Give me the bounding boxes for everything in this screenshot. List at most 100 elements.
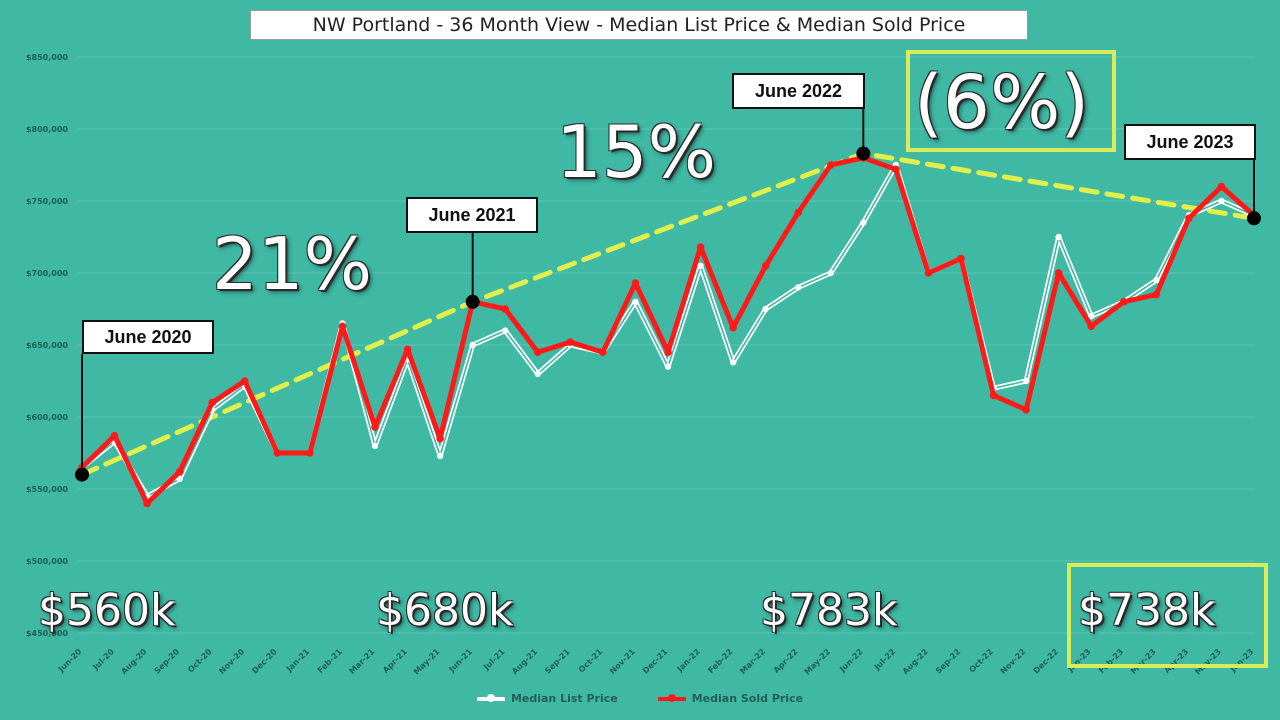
legend-swatch-sold: [657, 693, 686, 702]
legend-label-sold: Median Sold Price: [691, 692, 804, 705]
x-tick-label: Oct-22: [968, 647, 995, 674]
pct-change-2023: (6%): [914, 60, 1090, 146]
x-tick-label: Aug-21: [510, 647, 539, 676]
sold-price-point: [338, 322, 347, 331]
pct-change-2021: 21%: [212, 222, 373, 306]
sold-price-point: [696, 243, 705, 251]
x-tick-label: Aug-22: [901, 647, 930, 676]
x-tick-label: Oct-20: [186, 647, 214, 675]
y-tick-label: $750,000: [26, 197, 68, 206]
list-price-point: [632, 298, 639, 305]
x-tick-label: Jun-20: [56, 647, 84, 675]
x-tick-label: Jul-21: [481, 647, 507, 673]
list-price-point: [1022, 377, 1030, 385]
x-tick-label: Mar-22: [738, 647, 767, 676]
sold-price-point: [143, 499, 151, 508]
list-price-point: [436, 452, 444, 460]
legend-item-list-price: Median List Price: [476, 692, 618, 705]
series-line-list-price: [80, 162, 1256, 499]
x-tick-label: Dec-21: [641, 647, 670, 676]
trend-point-marker: [856, 146, 871, 161]
callout-june-2023: June 2023: [1124, 124, 1256, 160]
sold-price-point: [175, 467, 184, 476]
sold-price-point: [1087, 322, 1096, 331]
list-price-point: [1088, 313, 1095, 320]
sold-price-point: [1119, 298, 1128, 306]
y-tick-label: $700,000: [26, 269, 68, 278]
x-tick-label: Sep-20: [153, 647, 182, 676]
series-group: [78, 154, 1258, 508]
list-price-point: [502, 327, 509, 334]
x-tick-label: Aug-20: [119, 647, 148, 676]
x-tick-label: Feb-22: [706, 647, 734, 675]
sold-price-point: [1054, 269, 1063, 277]
x-tick-label: Jun-22: [837, 647, 864, 674]
sold-price-point: [664, 348, 672, 357]
x-tick-label: Sep-21: [543, 647, 572, 676]
callout-june-2022: June 2022: [732, 73, 865, 109]
pct-change-2022: 15%: [556, 110, 717, 194]
list-price-point: [534, 370, 541, 377]
callout-leaders: [81, 109, 1255, 475]
sold-price-point: [794, 208, 803, 217]
x-tick-label: Jan-21: [284, 647, 312, 675]
sold-price-point: [501, 305, 510, 313]
highlight-box-pct: [906, 50, 1116, 152]
y-tick-label: $600,000: [26, 413, 68, 422]
list-price-point: [469, 341, 476, 349]
y-tick-label: $650,000: [26, 341, 68, 350]
sold-price-point: [110, 431, 119, 440]
series-line-sold-price: [80, 155, 1256, 506]
y-axis-ticks: $850,000 $800,000 $750,000 $700,000 $650,000…: [26, 53, 68, 638]
x-tick-label: Apr-21: [381, 647, 409, 675]
sold-price-point: [1217, 182, 1226, 191]
sold-price-point: [957, 254, 965, 263]
list-price-point: [664, 363, 672, 370]
sold-price-point: [306, 449, 314, 457]
x-tick-label: Mar-21: [348, 647, 377, 676]
sold-price-point: [924, 269, 933, 277]
series-line-list-price-inner: [81, 164, 1255, 498]
x-tick-label: Dec-20: [250, 647, 279, 676]
list-price-point: [371, 442, 379, 449]
x-tick-label: May-21: [412, 647, 442, 677]
list-price-point: [697, 262, 704, 269]
sold-price-point: [403, 345, 412, 354]
x-tick-label: Jul-22: [872, 647, 897, 672]
highlight-box-price: [1067, 563, 1268, 668]
sold-price-point: [599, 348, 607, 357]
sold-price-point: [533, 348, 542, 357]
x-tick-label: Dec-22: [1032, 647, 1060, 675]
list-price-point: [729, 359, 737, 366]
x-tick-label: Jul-20: [91, 647, 117, 673]
trend-dashed-line: [79, 150, 1257, 478]
callout-june-2021: June 2021: [406, 197, 538, 233]
sold-price-point: [729, 323, 737, 332]
x-tick-label: Feb-21: [316, 647, 344, 675]
legend-item-sold-price: Median Sold Price: [657, 692, 804, 705]
list-price-point: [795, 284, 802, 291]
sold-price-point: [1152, 290, 1161, 299]
sold-price-point: [1022, 406, 1030, 414]
sold-price-point: [436, 434, 444, 443]
trend-point-marker: [75, 467, 89, 482]
list-price-point: [1153, 277, 1160, 284]
sold-price-point: [208, 398, 217, 407]
sold-price-point: [989, 391, 998, 400]
x-tick-label: Nov-22: [999, 647, 1028, 676]
price-2022: $783k: [760, 585, 898, 636]
sold-price-point: [826, 161, 835, 169]
price-2021: $680k: [376, 585, 514, 636]
y-tick-label: $550,000: [26, 485, 68, 494]
x-tick-label: Nov-20: [217, 647, 246, 676]
y-tick-label: $450,000: [26, 629, 68, 638]
y-tick-label: $800,000: [26, 125, 68, 134]
price-2020: $560k: [38, 585, 176, 636]
trend-markers: [75, 146, 1261, 482]
y-tick-label: $500,000: [26, 557, 68, 566]
sold-price-point: [371, 423, 379, 431]
list-price-point: [1218, 197, 1225, 205]
list-price-point: [762, 305, 769, 313]
x-tick-label: Jan-22: [675, 647, 702, 674]
